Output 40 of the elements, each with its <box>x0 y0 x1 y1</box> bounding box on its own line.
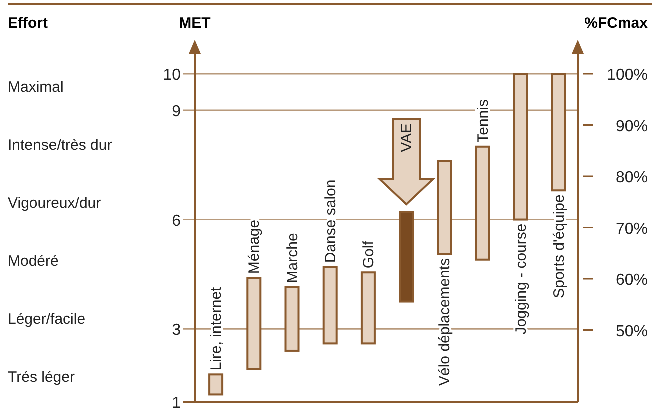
x-tick-label: Golf <box>360 240 378 269</box>
y2-tick-label: 60% <box>616 272 648 289</box>
text: Intense/très dur <box>8 137 112 154</box>
y-tick-label: 9 <box>172 103 182 120</box>
x-tick-label: Jogging - course <box>512 224 530 335</box>
bar <box>475 146 490 261</box>
x-tick-label: Tennis <box>474 100 492 143</box>
y-tick-label: 10 <box>163 67 182 84</box>
x-tick-label: Danse salon <box>322 180 340 264</box>
y2-axis-title: %FCmax <box>584 15 649 32</box>
text: Léger/facile <box>8 311 86 328</box>
x-tick-label: VAE <box>398 123 416 152</box>
bar <box>399 211 414 303</box>
bar <box>246 277 262 370</box>
y2-tick-label: 100% <box>607 67 648 84</box>
bar <box>437 160 452 256</box>
bar <box>322 266 338 345</box>
y-tick-label: 6 <box>172 212 182 230</box>
x-tick-label: Lire, internet <box>208 286 226 371</box>
x-tick-label: Vélo déplacements <box>436 258 454 386</box>
y2-tick-label: 70% <box>616 220 648 238</box>
y-tick-label: 1 <box>172 395 182 412</box>
x-tick-label: Sports d'équipe <box>550 194 568 298</box>
bar <box>284 286 300 352</box>
x-tick-label: Marche <box>284 233 302 284</box>
text: Maximal <box>8 79 64 96</box>
text: Modéré <box>8 253 59 270</box>
y2-tick-label: 90% <box>616 118 648 136</box>
bar <box>360 272 376 345</box>
text: Effort <box>8 15 48 32</box>
y2-tick-label: 50% <box>616 323 648 340</box>
bar <box>551 73 566 192</box>
x-tick-label: Ménage <box>246 220 264 274</box>
text: Trés léger <box>8 369 75 386</box>
y-tick-label: 3 <box>172 322 182 340</box>
y2-tick-label: 80% <box>616 170 648 186</box>
bar <box>208 374 224 396</box>
bar <box>513 73 528 221</box>
y-axis-title: MET <box>179 15 211 32</box>
text: Vigoureux/dur <box>8 195 102 212</box>
